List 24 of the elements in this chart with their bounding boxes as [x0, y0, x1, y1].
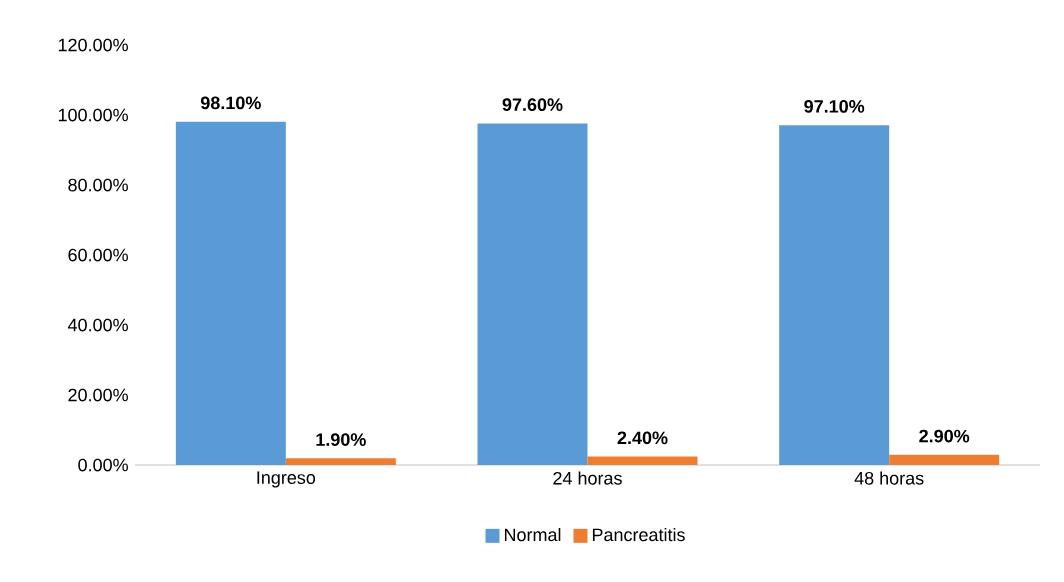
y-tick-label: 40.00%	[67, 318, 128, 332]
bar	[779, 125, 890, 465]
y-tick-label: 20.00%	[68, 388, 128, 402]
data-label: 2.90%	[919, 429, 970, 443]
bar	[889, 454, 1000, 465]
data-label: 2.40%	[617, 431, 668, 445]
x-tick-label: Ingreso	[257, 471, 316, 488]
x-tick-label: 48 horas	[854, 471, 924, 485]
bar	[587, 456, 698, 465]
y-tick-label: 80.00%	[68, 178, 128, 192]
y-tick-label: 60.00%	[68, 248, 128, 262]
y-tick-label: 0.00%	[78, 458, 128, 472]
y-tick-label: 100.00%	[58, 108, 128, 122]
data-label: 1.90%	[316, 433, 366, 446]
bar	[477, 123, 588, 465]
bar	[285, 458, 396, 465]
data-label: 97.10%	[804, 100, 865, 113]
data-label: 97.60%	[502, 98, 563, 112]
bar	[175, 121, 286, 465]
x-tick-label: 24 horas	[553, 471, 622, 485]
data-label: 98.10%	[200, 96, 261, 110]
legend-label: Pancreatitis	[592, 527, 685, 542]
legend-label: Normal	[504, 527, 561, 542]
y-tick-label: 120.00%	[58, 38, 128, 52]
